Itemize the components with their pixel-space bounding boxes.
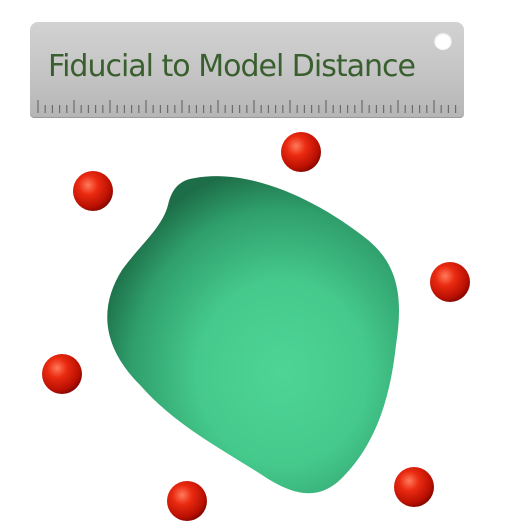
3d-model-blob[interactable]: [107, 176, 399, 493]
fiducial-sphere[interactable]: [394, 467, 434, 507]
fiducial-sphere[interactable]: [167, 481, 207, 521]
fiducial-sphere[interactable]: [430, 262, 470, 302]
fiducial-sphere[interactable]: [281, 132, 321, 172]
fiducial-sphere[interactable]: [73, 171, 113, 211]
fiducial-sphere[interactable]: [42, 354, 82, 394]
